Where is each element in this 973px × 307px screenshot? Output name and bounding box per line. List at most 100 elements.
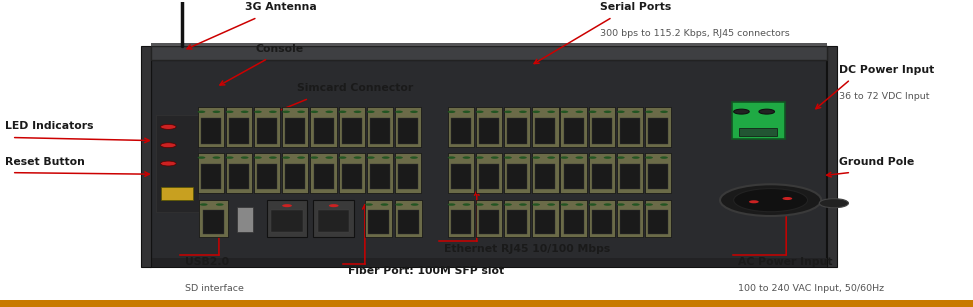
Bar [589,107,615,147]
Circle shape [212,156,220,159]
Bar [318,210,349,232]
Text: SD interface: SD interface [185,284,244,293]
Bar [342,118,362,144]
Bar [0,300,973,307]
Text: 100 to 240 VAC Input, 50/60Hz: 100 to 240 VAC Input, 50/60Hz [738,284,883,293]
Bar [532,200,559,237]
Bar [620,164,640,189]
Bar [563,164,584,189]
Bar [151,258,827,267]
Bar [199,200,228,237]
Text: LED Indicators: LED Indicators [5,122,93,131]
Circle shape [603,156,611,159]
Bar [202,210,225,234]
Circle shape [199,203,207,206]
Bar [535,210,556,234]
Bar [370,164,390,189]
Circle shape [448,111,455,113]
Bar [645,200,671,237]
Circle shape [645,156,653,159]
Circle shape [325,156,333,159]
Circle shape [325,111,333,113]
Text: Serial Ports: Serial Ports [600,2,671,12]
Bar [339,153,365,192]
Bar [617,200,643,237]
Bar [161,187,193,200]
Bar [310,153,337,192]
Polygon shape [151,43,827,46]
Bar [617,153,643,192]
Bar [313,118,334,144]
Circle shape [589,111,596,113]
Circle shape [161,143,176,148]
Circle shape [269,156,276,159]
Bar [395,200,422,237]
Bar [592,118,612,144]
Circle shape [575,156,583,159]
Circle shape [734,109,749,114]
Bar [198,107,224,147]
Bar [200,164,221,189]
Bar [535,118,556,144]
Bar [365,200,392,237]
Circle shape [645,203,653,206]
Bar [237,207,253,232]
Circle shape [410,156,417,159]
Text: Fiber Port: 100M SFP slot: Fiber Port: 100M SFP slot [348,266,504,277]
Bar [367,153,393,192]
Bar [151,60,827,267]
Text: Ground Pole: Ground Pole [839,157,914,167]
Circle shape [476,111,484,113]
Circle shape [367,156,375,159]
Circle shape [212,111,220,113]
Bar [448,107,474,147]
Circle shape [645,111,653,113]
Circle shape [631,203,639,206]
Bar [226,153,252,192]
Circle shape [395,203,403,206]
Circle shape [476,203,484,206]
Bar [592,164,612,189]
Circle shape [490,156,498,159]
Bar [560,107,587,147]
Bar [476,153,502,192]
Bar [271,210,303,232]
Circle shape [240,156,248,159]
Text: Ethernet RJ45 10/100 Mbps: Ethernet RJ45 10/100 Mbps [444,243,610,254]
Circle shape [198,156,205,159]
Bar [257,118,277,144]
Bar [648,210,668,234]
Bar [282,153,308,192]
Bar [617,107,643,147]
Bar [368,210,389,234]
Bar [198,153,224,192]
Circle shape [547,111,555,113]
Bar [398,118,418,144]
Bar [827,46,837,267]
Circle shape [367,111,375,113]
Bar [339,107,365,147]
Circle shape [759,109,775,114]
Bar [395,107,421,147]
Circle shape [631,156,639,159]
Bar [370,118,390,144]
Circle shape [519,111,526,113]
Bar [448,153,474,192]
Circle shape [720,184,821,216]
Circle shape [462,203,470,206]
Circle shape [381,156,389,159]
Circle shape [462,156,470,159]
Circle shape [560,203,568,206]
Circle shape [617,156,625,159]
Circle shape [226,111,234,113]
Circle shape [161,161,176,166]
Bar [507,164,527,189]
Circle shape [575,203,583,206]
Circle shape [395,111,403,113]
Bar [560,200,587,237]
Circle shape [448,156,455,159]
Text: 300 bps to 115.2 Kbps, RJ45 connectors: 300 bps to 115.2 Kbps, RJ45 connectors [600,29,790,38]
Circle shape [532,203,540,206]
Text: USB2.0: USB2.0 [185,257,229,267]
Bar [645,153,671,192]
